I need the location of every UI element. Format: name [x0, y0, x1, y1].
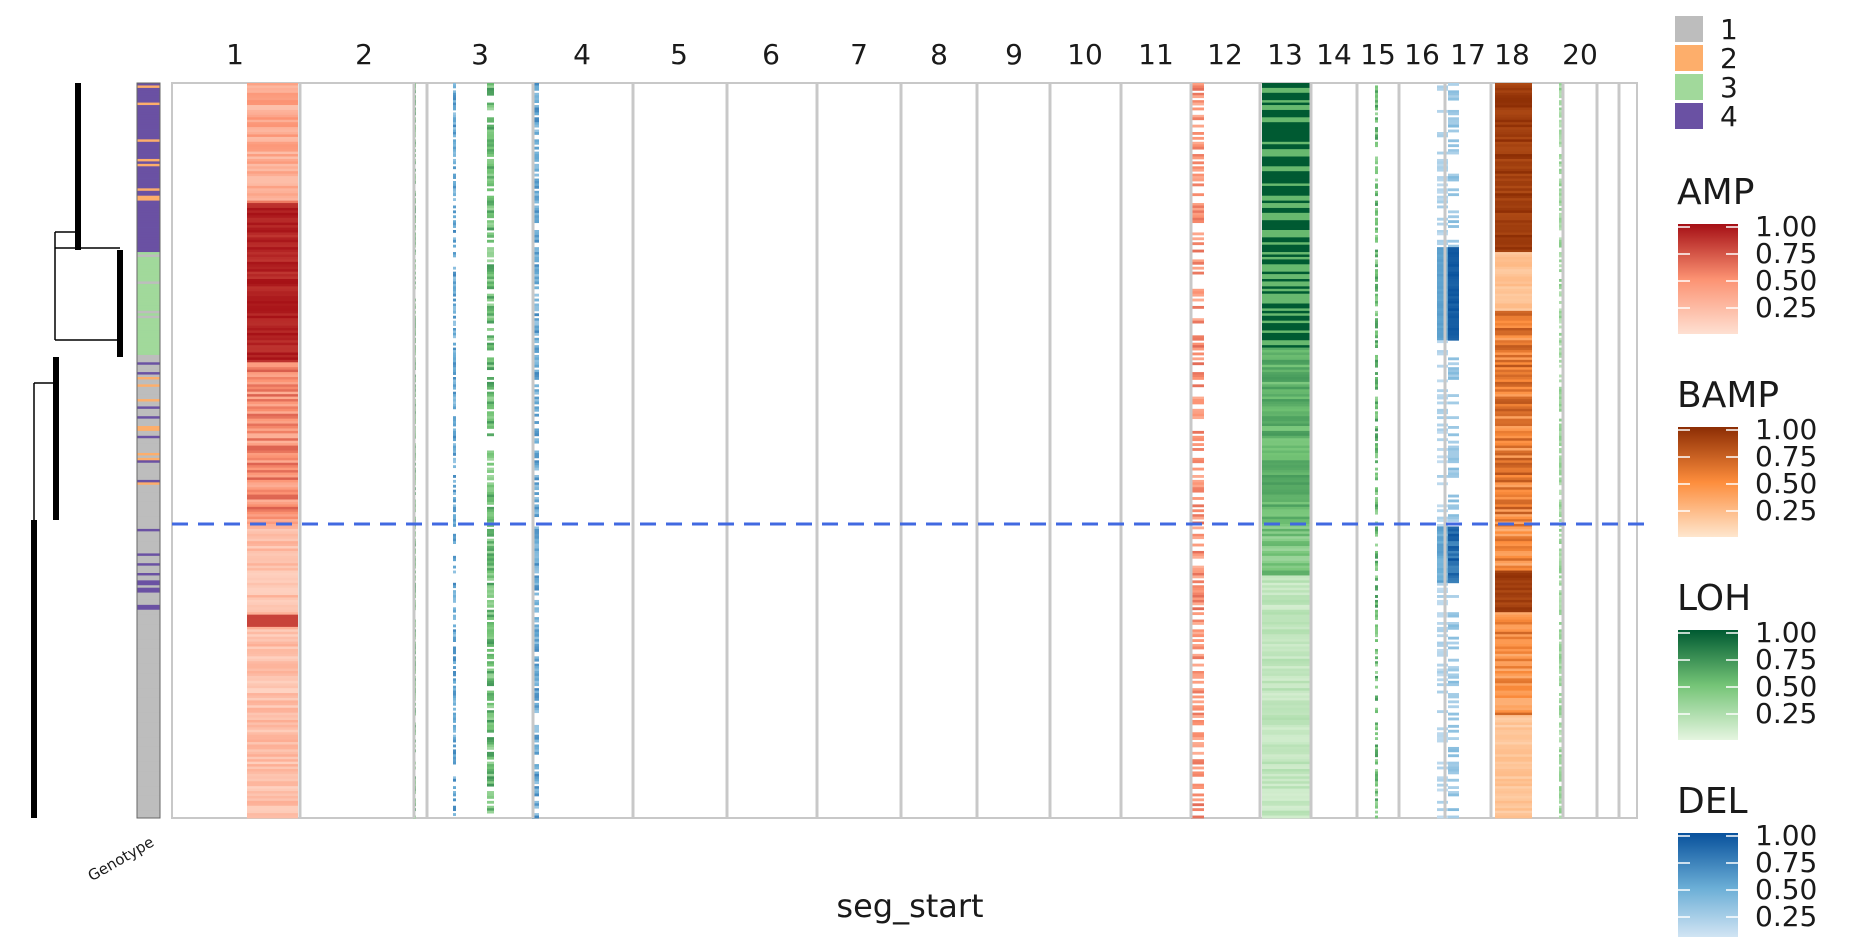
- chromosome-label-2: 2: [355, 38, 373, 71]
- colorbar-tick-bamp: 0.25: [1755, 494, 1817, 527]
- chromosome-label-7: 7: [850, 38, 868, 71]
- cnv-event-chr3-del: [453, 83, 456, 816]
- dendrogram: [31, 83, 123, 818]
- cnv-event-chr17-del: [1448, 83, 1459, 819]
- cnv-event-chr16-del: [1437, 85, 1448, 819]
- chromosome-label-8: 8: [930, 38, 948, 71]
- chromosome-label-14: 14: [1316, 38, 1352, 71]
- genotype-legend-key-2: [1675, 45, 1703, 71]
- genotype-legend-label-3: 3: [1720, 71, 1738, 104]
- colorbar-tick-loh: 0.25: [1755, 697, 1817, 730]
- genotype-axis-label: Genotype: [85, 833, 157, 885]
- colorbar-tick-bamp: 1.00: [1755, 413, 1817, 446]
- colorbar-tick-loh: 0.75: [1755, 643, 1817, 676]
- colorbar-tick-del: 0.75: [1755, 846, 1817, 879]
- colorbar-tick-bamp: 0.50: [1755, 467, 1817, 500]
- colorbar-tick-del: 0.25: [1755, 900, 1817, 933]
- cnv-event-chr13-loh: [1262, 83, 1310, 819]
- colorbar-tick-del: 1.00: [1755, 819, 1817, 852]
- genotype-annotation-bar: [136, 82, 161, 819]
- chromosome-label-9: 9: [1005, 38, 1023, 71]
- chromosome-label-17: 17: [1450, 38, 1486, 71]
- genotype-legend-label-4: 4: [1720, 100, 1738, 133]
- cnv-event-chr3-loh: [487, 83, 494, 814]
- colorbar-loh: [1678, 630, 1738, 740]
- colorbar-title-loh: LOH: [1677, 578, 1751, 619]
- cnv-event-chr20-loh: [1559, 83, 1562, 819]
- colorbar-tick-amp: 0.75: [1755, 237, 1817, 270]
- chromosome-label-16: 16: [1404, 38, 1440, 71]
- heatmap-panel: [171, 82, 1638, 819]
- chromosome-label-11: 11: [1138, 38, 1174, 71]
- colorbar-title-del: DEL: [1677, 781, 1748, 822]
- chromosome-label-13: 13: [1267, 38, 1303, 71]
- genotype-bar-frame: [136, 82, 161, 819]
- x-axis-label: seg_start: [836, 887, 983, 925]
- colorbar-title-bamp: BAMP: [1677, 375, 1779, 416]
- cnv-event-chr4-del: [532, 83, 539, 819]
- colorbar-tick-loh: 1.00: [1755, 616, 1817, 649]
- chromosome-label-12: 12: [1207, 38, 1243, 71]
- cnv-event-chr15-loh: [1375, 85, 1378, 819]
- chromosome-label-15: 15: [1360, 38, 1396, 71]
- genotype-legend-key-4: [1675, 103, 1703, 129]
- chromosome-label-18: 18: [1494, 38, 1530, 71]
- colorbar-title-amp: AMP: [1677, 172, 1754, 213]
- chromosome-label-1: 1: [226, 38, 244, 71]
- chromosome-label-5: 5: [670, 38, 688, 71]
- colorbar-amp: [1678, 224, 1738, 334]
- genotype-legend-label-1: 1: [1720, 13, 1738, 46]
- colorbar-tick-bamp: 0.75: [1755, 440, 1817, 473]
- genotype-legend-label-2: 2: [1720, 42, 1738, 75]
- heatmap-frame: [171, 82, 1638, 819]
- chromosome-label-10: 10: [1067, 38, 1103, 71]
- colorbar-del: [1678, 833, 1738, 937]
- colorbar-tick-loh: 0.50: [1755, 670, 1817, 703]
- genotype-legend-key-3: [1675, 74, 1703, 100]
- chromosome-label-3: 3: [471, 38, 489, 71]
- chromosome-label-4: 4: [573, 38, 591, 71]
- chromosome-labels: 1 2 3 4 5 6 7 8 9 10 11 12 13 14 15 16 17 18 20: [226, 38, 1598, 71]
- cnv-event-chr18-bamp: [1495, 83, 1532, 819]
- chromosome-label-20: 20: [1562, 38, 1598, 71]
- colorbar-tick-amp: 1.00: [1755, 210, 1817, 243]
- cnv-event-chr1-amp: [247, 83, 298, 819]
- colorbar-bamp: [1678, 427, 1738, 537]
- chromosome-label-6: 6: [762, 38, 780, 71]
- colorbar-tick-amp: 0.50: [1755, 264, 1817, 297]
- genotype-legend-key-1: [1675, 16, 1703, 42]
- colorbar-tick-amp: 0.25: [1755, 291, 1817, 324]
- cnv-event-chr12-amp: [1191, 83, 1204, 819]
- colorbar-tick-del: 0.50: [1755, 873, 1817, 906]
- colorbar-legends: AMP1.000.750.500.25BAMP1.000.750.500.25L…: [1677, 172, 1817, 937]
